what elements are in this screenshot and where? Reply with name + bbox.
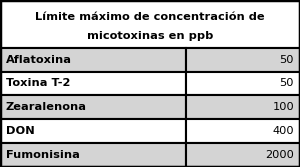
- Text: Aflatoxina: Aflatoxina: [6, 55, 72, 65]
- Bar: [0, 72, 186, 95]
- Text: Toxina T-2: Toxina T-2: [6, 78, 70, 89]
- Bar: [0, 95, 186, 119]
- Text: DON: DON: [6, 126, 35, 136]
- Text: Límite máximo de concentración de: Límite máximo de concentración de: [35, 12, 265, 22]
- Bar: [186, 72, 300, 95]
- Text: 2000: 2000: [265, 150, 294, 160]
- Bar: [0, 119, 186, 143]
- Text: Zearalenona: Zearalenona: [6, 102, 87, 112]
- Bar: [186, 119, 300, 143]
- Bar: [0, 0, 300, 48]
- Text: 400: 400: [272, 126, 294, 136]
- Bar: [186, 95, 300, 119]
- Bar: [186, 143, 300, 167]
- Text: Fumonisina: Fumonisina: [6, 150, 80, 160]
- Bar: [0, 48, 186, 72]
- Text: micotoxinas en ppb: micotoxinas en ppb: [87, 31, 213, 41]
- Bar: [186, 48, 300, 72]
- Text: 50: 50: [280, 78, 294, 89]
- Text: 50: 50: [280, 55, 294, 65]
- Bar: [0, 143, 186, 167]
- Text: 100: 100: [272, 102, 294, 112]
